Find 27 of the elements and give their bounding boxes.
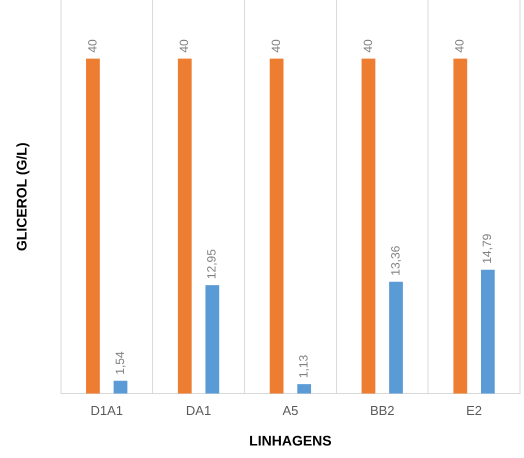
data-label: 40 <box>268 38 283 53</box>
bar <box>205 285 220 394</box>
x-tick-label: DA1 <box>186 402 212 418</box>
bar <box>480 270 495 394</box>
data-label: 40 <box>85 38 100 53</box>
data-label: 40 <box>452 38 467 53</box>
data-label: 1,13 <box>296 354 310 378</box>
x-axis-title: LINHAGENS <box>249 432 332 448</box>
bar <box>178 58 192 394</box>
bar <box>86 58 100 394</box>
data-label: 14,79 <box>480 233 494 264</box>
data-label: 40 <box>360 38 375 53</box>
x-tick-label: A5 <box>282 402 298 418</box>
x-tick-label: BB2 <box>370 402 395 418</box>
y-axis-title: GLICEROL (G/L) <box>13 142 30 252</box>
bar <box>362 58 376 394</box>
data-label: 13,36 <box>388 245 402 276</box>
bar <box>389 282 403 394</box>
x-tick-label: E2 <box>466 402 482 418</box>
bar <box>114 380 128 394</box>
bar <box>453 58 468 394</box>
data-label: 12,95 <box>204 248 219 280</box>
data-label: 40 <box>177 38 192 53</box>
bar <box>270 58 284 394</box>
x-tick-label: D1A1 <box>90 402 123 418</box>
bar <box>297 384 312 394</box>
data-label: 1,54 <box>112 351 127 375</box>
